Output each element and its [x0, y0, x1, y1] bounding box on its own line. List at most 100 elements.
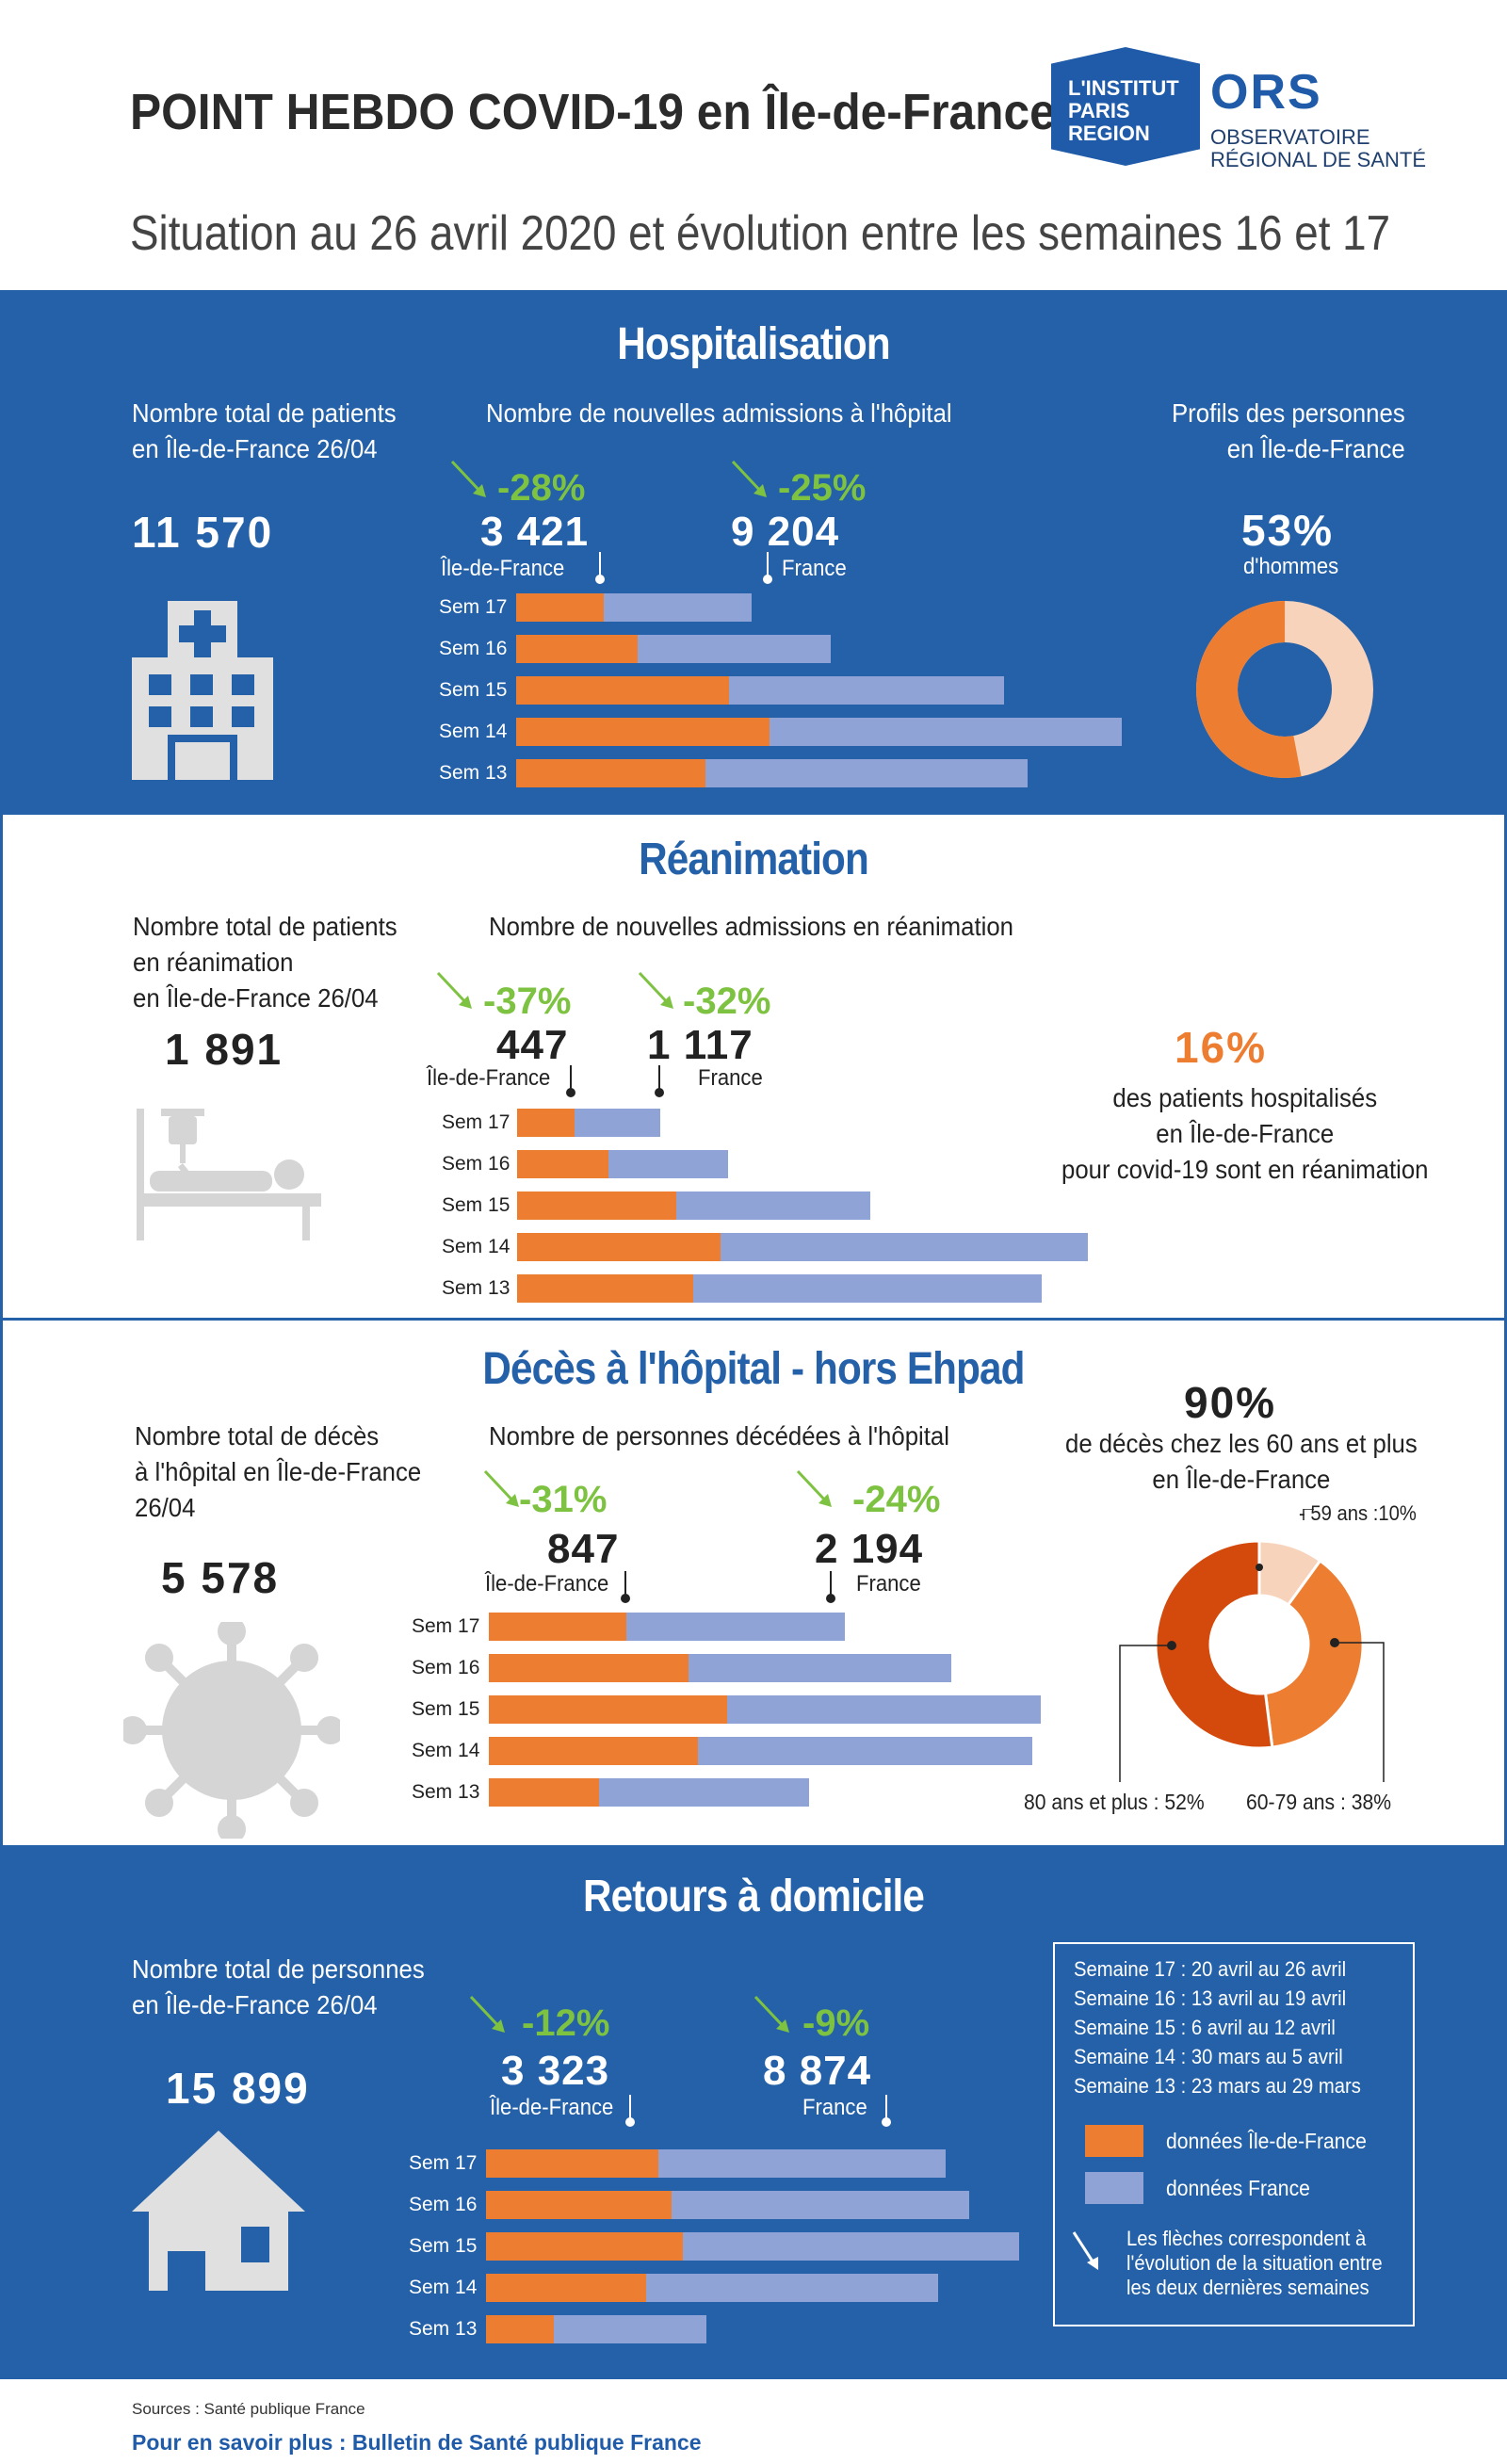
age-60-79-slice [1263, 1558, 1365, 1749]
institut-paris-region-logo [1051, 47, 1200, 166]
men-donut-chart [1196, 601, 1373, 778]
age-share: 90% [1184, 1378, 1277, 1427]
age-59-label: - 59 ans :10% [1299, 1501, 1417, 1525]
idf-label: Île-de-France [490, 2095, 614, 2120]
age-6079-label: 60-79 ans : 38% [1246, 1790, 1392, 1814]
idf-label: Île-de-France [485, 1571, 609, 1597]
idf-bar [517, 1191, 677, 1220]
bar-category-label: Sem 13 [409, 2318, 478, 2340]
bar-category-label: Sem 13 [412, 1781, 480, 1803]
france-value: 8 874 [763, 2048, 872, 2094]
bar-category-label: Sem 14 [409, 2277, 478, 2298]
france-label: France [856, 1571, 921, 1597]
legend: Semaine 17 : 20 avril au 26 avril Semain… [1053, 1942, 1415, 2326]
men-percentage: 53% [1241, 506, 1335, 555]
bar-category-label: Sem 17 [409, 2152, 478, 2174]
idf-change: -28% [497, 467, 586, 509]
reanimation-share: 16% [1175, 1023, 1268, 1072]
france-label: France [698, 1065, 763, 1091]
idf-bar [516, 676, 730, 705]
more-info-link[interactable]: Pour en savoir plus : Bulletin de Santé … [132, 2430, 702, 2455]
legend-week-14: Semaine 14 : 30 mars au 5 avril [1074, 2045, 1343, 2068]
france-value: 9 204 [731, 509, 840, 555]
idf-bar [486, 2232, 683, 2261]
page-title: POINT HEBDO COVID-19 en Île-de-France [130, 84, 1056, 140]
admissions-description: Nombre de personnes décédées à l'hôpital [489, 1421, 949, 1451]
legend-arrow-icon [1072, 2231, 1098, 2270]
idf-bar [486, 2191, 672, 2219]
idf-bar [486, 2149, 658, 2178]
bar-category-label: Sem 13 [442, 1277, 510, 1299]
idf-change: -37% [483, 981, 572, 1022]
france-pointer [826, 1571, 835, 1603]
bar-category-label: Sem 17 [442, 1111, 510, 1133]
down-arrow-icon [483, 1469, 519, 1507]
france-value: 1 117 [647, 1022, 754, 1068]
admissions-description: Nombre de nouvelles admissions à l'hôpit… [486, 398, 952, 428]
house-icon [132, 2131, 305, 2291]
idf-value: 447 [496, 1022, 569, 1068]
section-title: Réanimation [639, 835, 869, 884]
men-label: d'hommes [1243, 554, 1339, 579]
idf-value: 3 323 [501, 2048, 610, 2094]
patient-bed-icon [137, 1109, 321, 1240]
france-change: -24% [852, 1479, 941, 1520]
ors-logo: ORS [1210, 65, 1322, 120]
idf-change: -12% [522, 2002, 610, 2044]
bar-category-label: Sem 15 [409, 2235, 478, 2257]
idf-bar [489, 1613, 626, 1641]
bar-category-label: Sem 16 [409, 2194, 478, 2215]
idf-bar [489, 1778, 600, 1807]
bar-category-label: Sem 16 [442, 1153, 510, 1175]
bar-category-label: Sem 14 [442, 1236, 510, 1257]
section-title: Décès à l'hôpital - hors Ehpad [482, 1344, 1025, 1394]
bar-category-label: Sem 15 [412, 1698, 480, 1720]
down-arrow-icon [754, 1995, 789, 2033]
france-pointer [763, 552, 772, 584]
legend-idf-label: données Île-de-France [1166, 2129, 1367, 2153]
bar-category-label: Sem 13 [439, 762, 508, 784]
idf-bar [489, 1737, 699, 1765]
legend-week-16: Semaine 16 : 13 avril au 19 avril [1074, 1986, 1347, 2010]
men-slice [1196, 601, 1373, 778]
reanimation-section: Réanimation Nombre total de patients en … [0, 812, 1507, 1321]
age-share-description: de décès chez les 60 ans et plus en Île-… [1065, 1429, 1418, 1494]
idf-bar [517, 1274, 693, 1303]
bar-category-label: Sem 16 [439, 638, 508, 659]
idf-pointer [595, 552, 605, 584]
hospital-icon [132, 601, 273, 780]
idf-bar [517, 1233, 721, 1261]
total-description: Nombre total de patients en Île-de-Franc… [132, 398, 397, 463]
total-value: 5 578 [161, 1553, 280, 1602]
idf-value: 847 [547, 1526, 620, 1572]
idf-bar [489, 1654, 689, 1682]
total-value: 11 570 [132, 508, 274, 557]
down-arrow-icon [638, 971, 673, 1009]
section-title: Retours à domicile [582, 1872, 925, 1921]
down-arrow-icon [450, 460, 486, 497]
legend-arrow-note: Les flèches correspondent à l'évolution … [1126, 2227, 1383, 2299]
total-value: 15 899 [166, 2064, 310, 2113]
idf-pointer [625, 2095, 635, 2127]
legend-week-15: Semaine 15 : 6 avril au 12 avril [1074, 2016, 1336, 2039]
idf-bar [516, 593, 604, 622]
legend-france-swatch [1085, 2172, 1143, 2204]
idf-label: Île-de-France [427, 1065, 551, 1091]
bar-category-label: Sem 14 [439, 721, 508, 742]
institut-logo-text: L'INSTITUT PARIS REGION [1068, 76, 1179, 145]
idf-bar [516, 718, 770, 746]
idf-bar [486, 2274, 647, 2302]
idf-bar [486, 2315, 554, 2343]
france-pointer [882, 2095, 891, 2127]
total-description: Nombre total de patients en réanimation … [133, 912, 397, 1013]
france-change: -32% [683, 981, 771, 1022]
legend-week-13: Semaine 13 : 23 mars au 29 mars [1074, 2074, 1361, 2098]
admissions-description: Nombre de nouvelles admissions en réanim… [489, 912, 1014, 941]
idf-bar [516, 635, 638, 663]
france-label: France [782, 556, 847, 581]
idf-bar [517, 1150, 608, 1178]
france-pointer [655, 1065, 664, 1097]
idf-label: Île-de-France [441, 556, 565, 581]
deces-section: Décès à l'hôpital - hors Ehpad Nombre to… [0, 1321, 1507, 1848]
section-title: Hospitalisation [617, 319, 890, 369]
